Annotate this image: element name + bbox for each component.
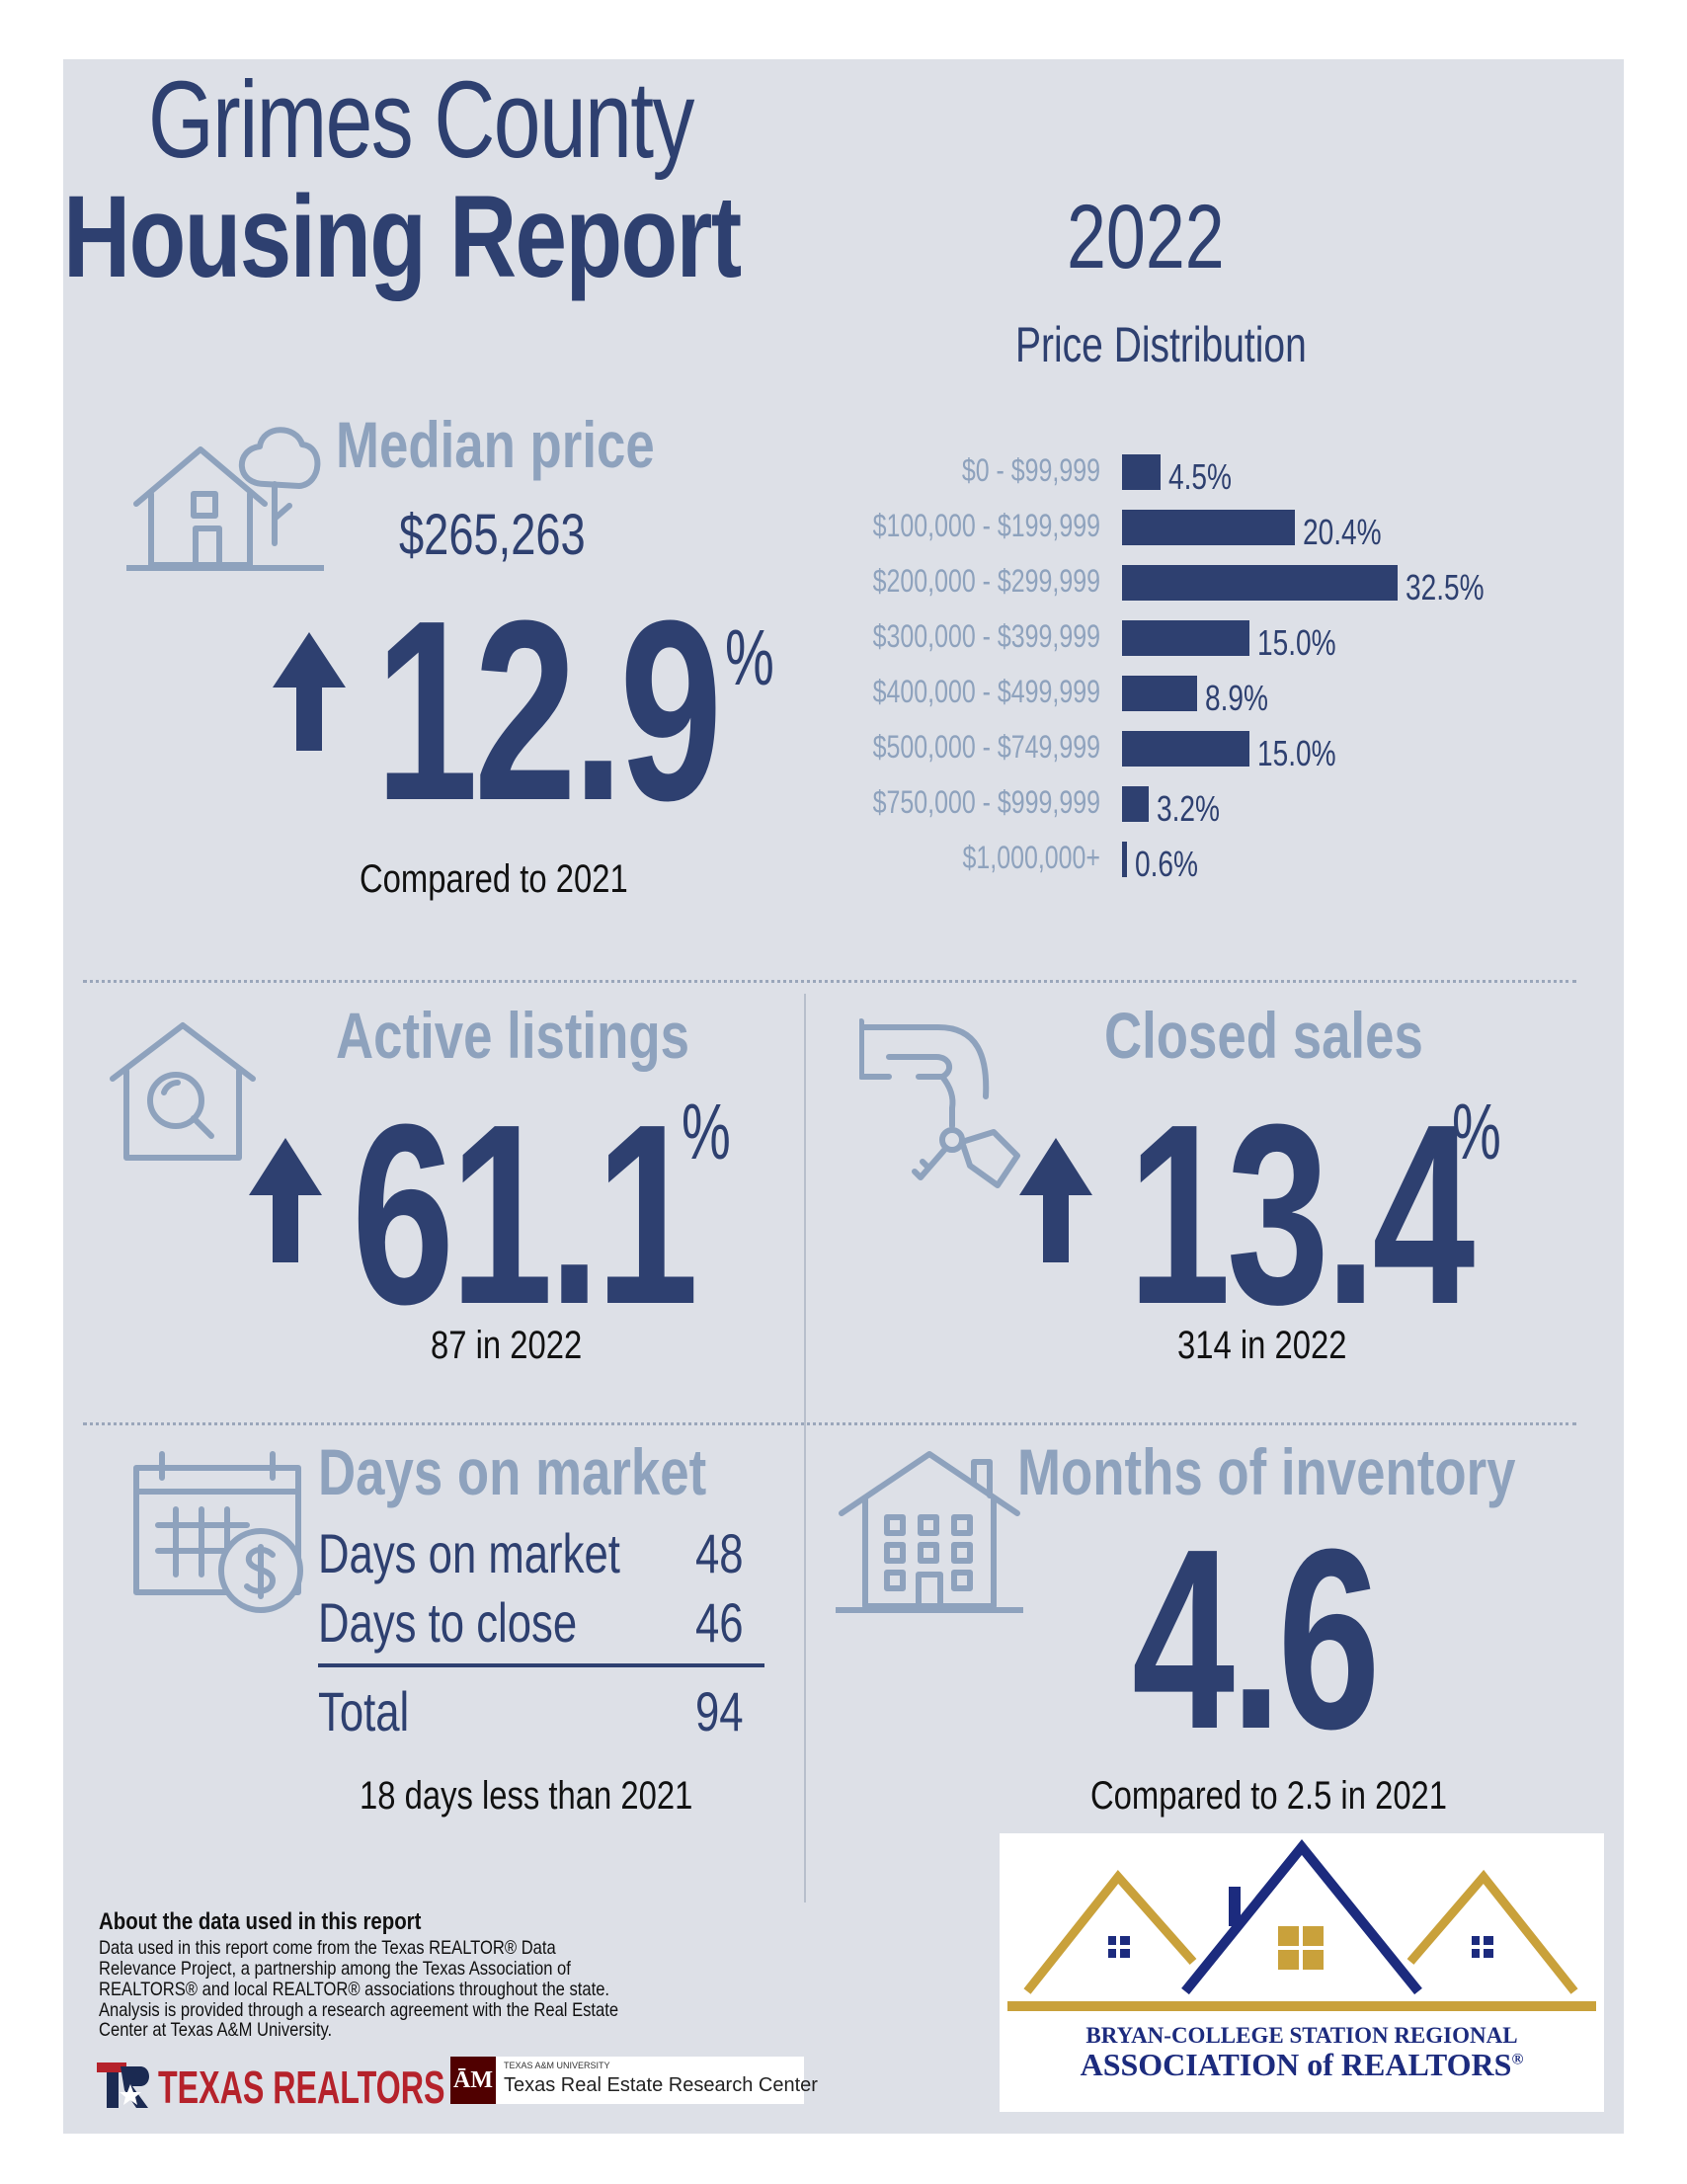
bar: [1122, 676, 1198, 711]
calendar-dollar-icon: [132, 1448, 306, 1616]
bar: [1122, 731, 1249, 767]
closed-sales-title: Closed sales: [1104, 999, 1423, 1072]
bar-category-label: $400,000 - $499,999: [872, 674, 1100, 709]
building-icon: [836, 1448, 1023, 1616]
months-inventory-value: 4.6: [1132, 1496, 1381, 1783]
active-listings-percent-sign: %: [682, 1088, 731, 1175]
price-distribution-chart: $0 - $99,999 4.5% $100,000 - $199,999 20.4%…: [790, 452, 1541, 909]
dom-row-label: Days on market: [318, 1522, 620, 1584]
bar-category-label: $0 - $99,999: [961, 452, 1100, 488]
tamu-mark-icon: ĀM: [450, 2057, 496, 2104]
bar: [1122, 842, 1128, 877]
dtc-row-value: 46: [695, 1591, 744, 1654]
bcs-association-logo: BRYAN-COLLEGE STATION REGIONAL ASSOCIATI…: [1000, 1833, 1604, 2112]
bar-value-label: 3.2%: [1157, 788, 1221, 829]
house-search-icon: [109, 1019, 257, 1163]
bar: [1122, 454, 1161, 490]
divider-vertical: [804, 994, 806, 1902]
dom-row-value: 48: [695, 1522, 744, 1584]
bar-value-label: 0.6%: [1135, 844, 1199, 884]
bar-value-label: 32.5%: [1405, 567, 1485, 607]
closed-sales-change: 13.4: [1128, 1072, 1475, 1358]
closed-sales-caption: 314 in 2022: [1177, 1324, 1347, 1367]
total-label: Total: [318, 1680, 410, 1742]
active-listings-change: 61.1: [352, 1072, 698, 1358]
total-value: 94: [695, 1680, 744, 1742]
active-listings-title: Active listings: [336, 999, 689, 1072]
arrow-up-icon: [273, 632, 346, 751]
bar-category-label: $200,000 - $299,999: [872, 563, 1100, 599]
months-inventory-caption: Compared to 2.5 in 2021: [1090, 1774, 1448, 1818]
texas-realtors-text: TEXAS REALTORS: [158, 2062, 445, 2113]
months-inventory-title: Months of inventory: [1017, 1435, 1516, 1508]
arrow-up-icon: [1019, 1138, 1092, 1262]
tamu-logo: ĀM TEXAS A&M UNIVERSITY Texas Real Estat…: [450, 2057, 818, 2104]
bar: [1122, 565, 1398, 601]
about-title: About the data used in this report: [99, 1908, 422, 1935]
bar-category-label: $100,000 - $199,999: [872, 508, 1100, 543]
median-price-title: Median price: [336, 408, 655, 481]
divider-top: [83, 980, 1576, 983]
bar: [1122, 786, 1150, 822]
bar-category-label: $300,000 - $399,999: [872, 618, 1100, 654]
median-price-caption: Compared to 2021: [360, 857, 628, 901]
price-distribution-title: Price Distribution: [1015, 317, 1307, 372]
days-on-market-title: Days on market: [318, 1435, 707, 1508]
tamu-university-label: TEXAS A&M UNIVERSITY: [504, 2061, 610, 2070]
divider-middle: [83, 1422, 1576, 1425]
bar-value-label: 8.9%: [1205, 678, 1269, 718]
title-county: Grimes County: [148, 59, 694, 181]
median-price-percent-sign: %: [725, 613, 774, 701]
title-report: Housing Report: [63, 172, 742, 302]
active-listings-caption: 87 in 2022: [431, 1324, 583, 1367]
total-rule: [318, 1663, 764, 1667]
hand-key-icon: [859, 1017, 1027, 1195]
bar: [1122, 620, 1249, 656]
bar-value-label: 20.4%: [1302, 512, 1382, 552]
closed-sales-percent-sign: %: [1452, 1088, 1501, 1175]
bcs-line2: ASSOCIATION of REALTORS®: [1000, 2047, 1604, 2083]
bcs-registered-mark: ®: [1511, 2051, 1524, 2068]
about-body: Data used in this report come from the T…: [99, 1937, 619, 2042]
bar-value-label: 15.0%: [1256, 622, 1336, 663]
tamu-center-label: Texas Real Estate Research Center: [504, 2074, 818, 2096]
bar-category-label: $1,000,000+: [962, 840, 1100, 875]
median-price-value: $265,263: [399, 503, 586, 567]
report-year: 2022: [1067, 187, 1225, 287]
bcs-line1: BRYAN-COLLEGE STATION REGIONAL: [1085, 2023, 1518, 2048]
texas-realtors-logo: [97, 2063, 150, 2110]
report-card: [63, 59, 1624, 2134]
bar-value-label: 4.5%: [1167, 456, 1232, 497]
median-price-change: 12.9: [375, 568, 722, 854]
dtc-row-label: Days to close: [318, 1591, 578, 1654]
house-tree-icon: [126, 425, 324, 573]
bar-category-label: $750,000 - $999,999: [872, 784, 1100, 820]
bar-value-label: 15.0%: [1256, 733, 1336, 773]
arrow-up-icon: [249, 1138, 322, 1262]
days-on-market-caption: 18 days less than 2021: [360, 1774, 693, 1818]
bar-category-label: $500,000 - $749,999: [872, 729, 1100, 765]
bar: [1122, 510, 1295, 545]
bcs-line2-text: ASSOCIATION of REALTORS: [1080, 2047, 1512, 2082]
